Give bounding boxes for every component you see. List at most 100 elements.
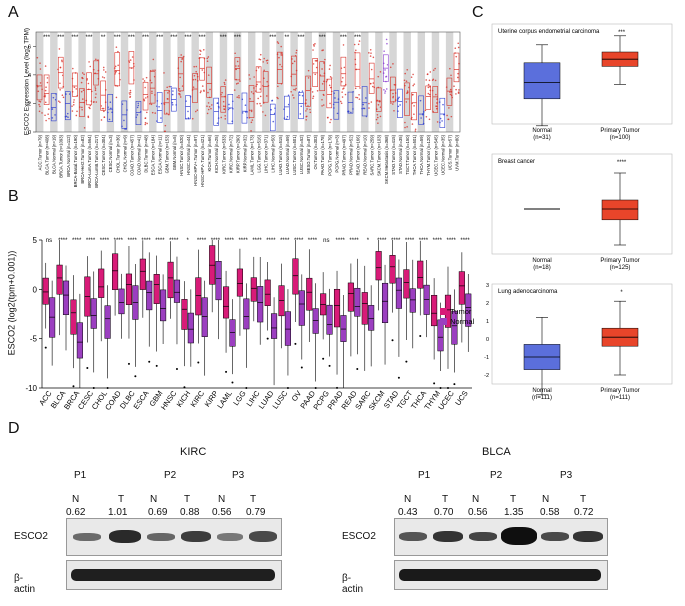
panel-a-point — [81, 108, 83, 111]
panel-a-group-label: ESCA.Tumor (n=184) — [151, 134, 156, 175]
panel-a-group-label: ESCA.Normal (n=11) — [158, 134, 163, 174]
kirc-nt-6: T — [250, 494, 257, 505]
panel-a-point — [343, 66, 346, 69]
panel-b-box — [368, 305, 375, 331]
panel-a-point — [293, 88, 295, 91]
panel-a-point — [39, 101, 42, 103]
panel-a-frame — [35, 31, 461, 133]
panel-a-point — [434, 67, 436, 70]
panel-a-point — [256, 83, 258, 86]
panel-a-point — [305, 118, 307, 121]
panel-a-box — [432, 86, 439, 113]
panel-a-point — [392, 63, 394, 65]
panel-a-point — [293, 97, 295, 99]
panel-a-point — [329, 121, 331, 124]
panel-a-point — [264, 114, 267, 117]
kirc-title: KIRC — [180, 446, 207, 458]
panel-b-legend-normal: Normal — [450, 317, 475, 326]
panel-a-point — [235, 65, 237, 67]
panel-a-group-label: COAD.Tumor (n=457) — [129, 134, 134, 176]
panel-a-point — [403, 79, 406, 82]
panel-a-point — [149, 69, 152, 72]
panel-a-point — [46, 77, 49, 79]
panel-b-box — [112, 253, 119, 290]
kirc-actin-band — [71, 569, 275, 581]
panel-a-point — [45, 86, 47, 89]
panel-a-box — [199, 57, 205, 81]
panel-a-point — [385, 76, 387, 78]
panel-a-group-label: KIRC.Normal (n=72) — [228, 134, 233, 173]
panel-a-point — [406, 90, 409, 92]
panel-a-point — [179, 96, 182, 98]
panel-a-point — [312, 97, 314, 100]
panel-a-point — [363, 107, 366, 110]
panel-b-box — [118, 288, 125, 315]
panel-a-point — [164, 124, 167, 127]
kirc-row-esco2: ESCO2 — [14, 531, 48, 542]
panel-b-sig: **** — [280, 238, 290, 244]
blca-val-1: 0.43 — [398, 507, 418, 518]
panel-b-box — [56, 264, 63, 295]
panel-a-box — [411, 92, 417, 121]
panel-a-point — [259, 102, 261, 105]
panel-a-point — [201, 85, 204, 87]
panel-a-point — [101, 76, 104, 78]
panel-a-point — [46, 81, 49, 84]
blca-esco2-band — [541, 532, 569, 541]
panel-b-sig: ns — [323, 238, 329, 244]
panel-a-point — [89, 107, 91, 110]
panel-c-ytick-label: -1 — [484, 355, 489, 361]
panel-a-point — [195, 70, 198, 73]
panel-a-box — [36, 74, 43, 101]
panel-a-point — [265, 95, 268, 97]
panel-a-point — [131, 56, 134, 58]
panel-b-sig: **** — [155, 238, 165, 244]
panel-a-point — [262, 61, 265, 63]
panel-b-box — [264, 279, 271, 306]
panel-a-point — [405, 101, 408, 103]
panel-a-point — [383, 50, 385, 52]
panel-a-point — [368, 52, 370, 54]
kirc-esco2-band — [217, 533, 243, 541]
panel-a-point — [314, 60, 317, 62]
blca-row-esco2: ESCO2 — [342, 531, 376, 542]
panel-c-normal-n: (n=111) — [532, 395, 552, 401]
panel-b-sig: **** — [72, 238, 82, 244]
panel-a-group-label: HNSC-HPV+.Tumor (n=97) — [193, 134, 198, 185]
panel-a-point — [115, 46, 118, 48]
panel-a-group-label: SARC.Tumor (n=259) — [370, 134, 375, 175]
panel-a-point — [355, 49, 357, 52]
blca-row-actin: β-actin — [342, 573, 364, 595]
panel-a-point — [316, 89, 319, 92]
panel-a-point — [321, 83, 324, 85]
panel-a-point — [309, 111, 312, 114]
panel-a-point — [359, 87, 361, 89]
panel-a-sig: *** — [184, 35, 192, 41]
panel-a-point — [266, 62, 269, 64]
panel-a-point — [89, 65, 92, 68]
panel-a-point — [315, 60, 318, 62]
panel-c-frame — [491, 153, 673, 255]
panel-a-point — [315, 66, 318, 69]
panel-b-sig: **** — [252, 238, 262, 244]
panel-a-point — [200, 90, 202, 92]
blca-actin-band — [399, 569, 601, 581]
panel-a-shade — [36, 32, 44, 132]
panel-b-box — [42, 277, 49, 305]
panel-b-outlier — [314, 387, 317, 389]
panel-b-sig: **** — [447, 238, 457, 244]
panel-a-group-label: LUAD.Normal (n=59) — [285, 134, 290, 174]
panel-a-group-label: BRCA.Tumor (n=1093) — [59, 134, 64, 177]
panel-a-group-label: PAAD.Tumor (n=178) — [320, 134, 325, 175]
panel-a-point — [62, 96, 65, 99]
panel-b-sig: **** — [405, 238, 415, 244]
panel-a-point — [314, 73, 316, 76]
panel-a-box — [397, 88, 403, 118]
panel-a-point — [209, 88, 211, 91]
panel-a-point — [341, 76, 344, 79]
panel-a-sig: *** — [170, 35, 178, 41]
panel-a-point — [36, 56, 39, 59]
panel-a-point — [327, 116, 329, 119]
panel-b-ylabel-wrap: ESCO2 (log2(tpm+0.001)) — [4, 240, 18, 370]
panel-a-point — [151, 90, 153, 93]
